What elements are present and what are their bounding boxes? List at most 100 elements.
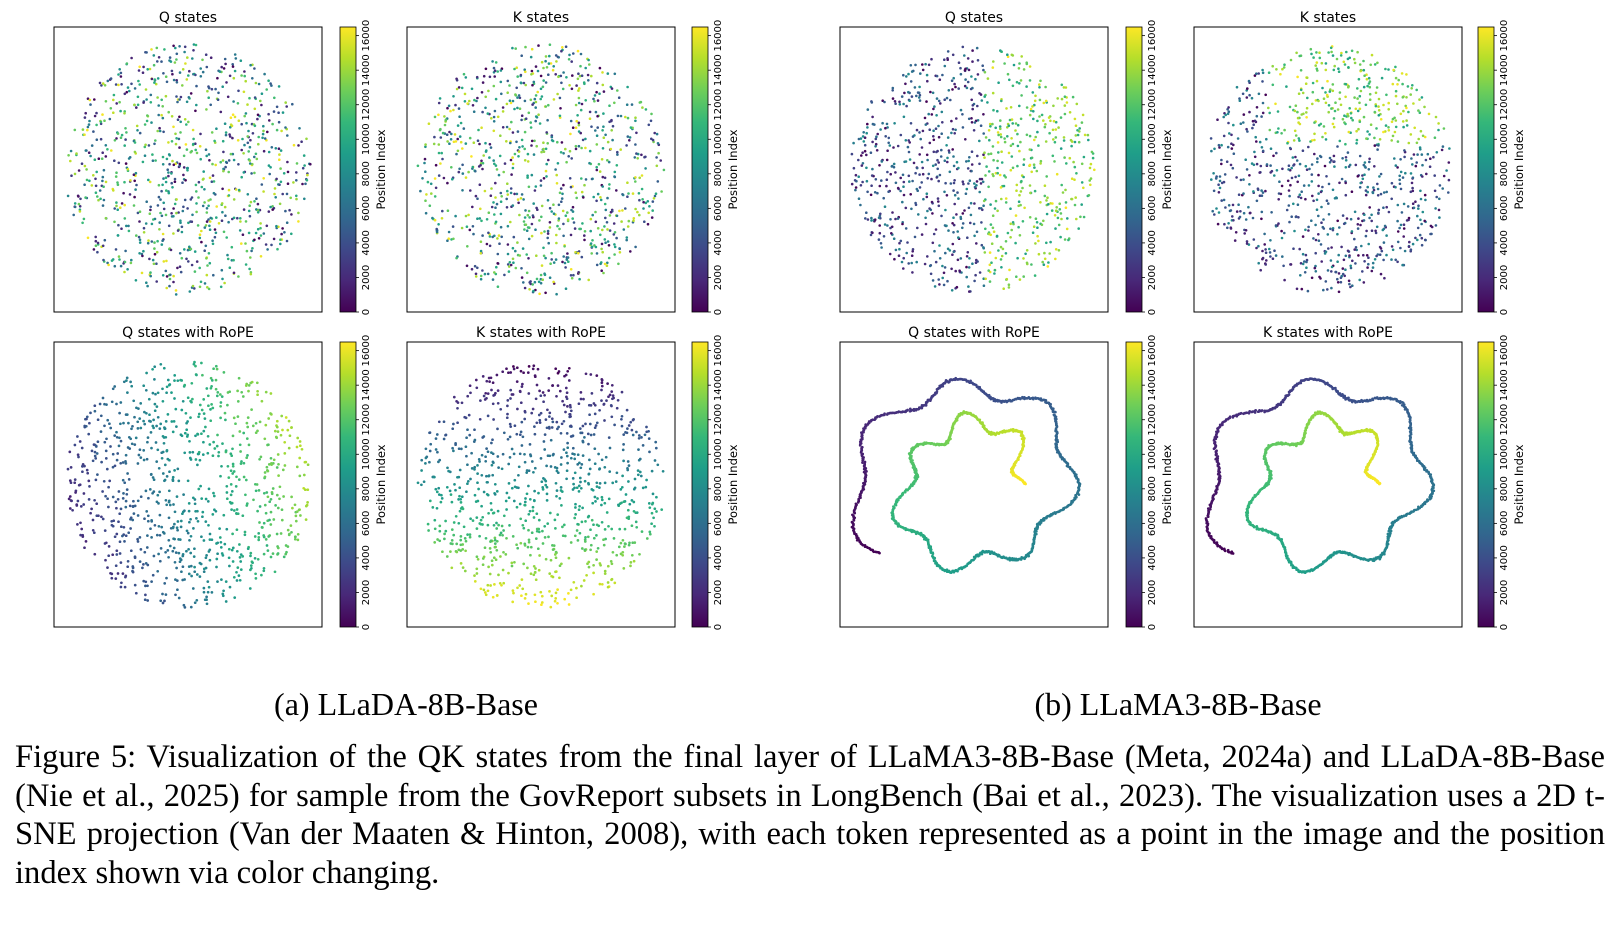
scatter-point: [543, 524, 547, 528]
scatter-point: [1076, 129, 1079, 132]
colorbar-tick-label: 6000: [1147, 196, 1158, 221]
scatter-point: [954, 269, 957, 273]
scatter-point: [492, 84, 496, 88]
scatter-point: [499, 134, 502, 137]
scatter-point: [257, 82, 261, 86]
scatter-point: [476, 197, 479, 200]
scatter-point: [554, 367, 558, 371]
scatter-point: [1034, 242, 1037, 245]
scatter-point: [1365, 137, 1368, 140]
scatter-point: [575, 196, 578, 200]
scatter-point: [100, 157, 104, 160]
scatter-point: [138, 220, 141, 223]
scatter-point: [84, 540, 88, 543]
scatter-point: [221, 139, 225, 143]
scatter-point: [223, 542, 227, 546]
scatter-point: [306, 488, 310, 492]
scatter-point: [468, 228, 472, 232]
scatter-point: [1317, 233, 1320, 236]
scatter-point: [156, 448, 160, 452]
scatter-point: [567, 155, 570, 158]
scatter-point: [513, 152, 517, 156]
scatter-point: [644, 155, 647, 159]
scatter-point: [435, 506, 439, 510]
scatter-point: [972, 222, 976, 226]
scatter-point: [937, 278, 940, 281]
scatter-point: [1341, 157, 1344, 160]
scatter-point: [1350, 230, 1354, 233]
scatter-point: [973, 121, 977, 124]
scatter-point: [634, 207, 637, 211]
scatter-point: [67, 154, 70, 157]
colorbar: [339, 26, 357, 313]
scatter-point: [424, 462, 427, 465]
scatter-point: [647, 123, 651, 127]
scatter-point: [1424, 158, 1428, 162]
scatter-point: [554, 73, 557, 76]
scatter-point: [170, 215, 174, 218]
scatter-point: [172, 280, 175, 284]
scatter-point: [1298, 162, 1302, 166]
scatter-point: [194, 142, 197, 145]
scatter-point: [636, 157, 639, 160]
scatter-point: [1346, 114, 1350, 118]
scatter-point: [200, 432, 203, 436]
scatter-point: [240, 148, 243, 152]
scatter-point: [616, 89, 619, 92]
scatter-point: [492, 129, 496, 133]
scatter-point: [506, 243, 510, 246]
scatter-point: [254, 577, 258, 580]
scatter-point: [1003, 62, 1006, 65]
scatter-point: [959, 66, 962, 70]
scatter-point: [175, 211, 178, 215]
scatter-point: [530, 73, 533, 76]
scatter-point: [595, 134, 599, 137]
scatter-point: [144, 51, 147, 54]
scatter-point: [142, 65, 145, 69]
scatter-point: [528, 509, 532, 513]
scatter-point: [1382, 191, 1386, 194]
scatter-point: [172, 232, 175, 235]
scatter-point: [244, 79, 247, 83]
scatter-point: [496, 389, 500, 392]
scatter-point: [943, 190, 946, 194]
scatter-point: [456, 149, 460, 153]
scatter-point: [147, 496, 150, 500]
scatter-point: [139, 548, 143, 551]
scatter-point: [471, 225, 475, 228]
scatter-point: [295, 194, 298, 198]
scatter-point: [124, 453, 128, 457]
scatter-point: [1377, 109, 1381, 112]
scatter-point: [493, 69, 497, 72]
scatter-point: [1290, 166, 1293, 170]
scatter-point: [598, 92, 601, 95]
scatter-point: [1227, 222, 1230, 225]
panel-title: Q states: [159, 10, 217, 26]
scatter-point: [297, 220, 300, 223]
scatter-point: [1260, 146, 1264, 149]
scatter-point: [1396, 230, 1400, 233]
scatter-point: [1370, 213, 1373, 217]
scatter-point: [1048, 252, 1051, 255]
scatter-point: [80, 527, 84, 531]
scatter-point: [93, 454, 97, 458]
scatter-point: [246, 454, 249, 457]
scatter-point: [143, 422, 147, 426]
scatter-point: [878, 224, 881, 227]
scatter-point: [1357, 217, 1360, 220]
scatter-point: [297, 211, 300, 215]
scatter-point: [484, 141, 487, 145]
scatter-point: [1305, 76, 1309, 79]
scatter-point: [1080, 162, 1084, 166]
scatter-point: [1368, 92, 1372, 96]
scatter-point: [165, 259, 168, 263]
scatter-point: [1419, 197, 1423, 201]
colorbar-tick-label: 10000: [713, 123, 724, 155]
scatter-point: [955, 285, 959, 289]
scatter-point: [1297, 137, 1301, 140]
scatter-point: [931, 91, 935, 95]
scatter-point: [902, 185, 905, 188]
scatter-point: [494, 220, 498, 224]
scatter-point: [1430, 225, 1434, 229]
scatter-point: [629, 250, 632, 253]
